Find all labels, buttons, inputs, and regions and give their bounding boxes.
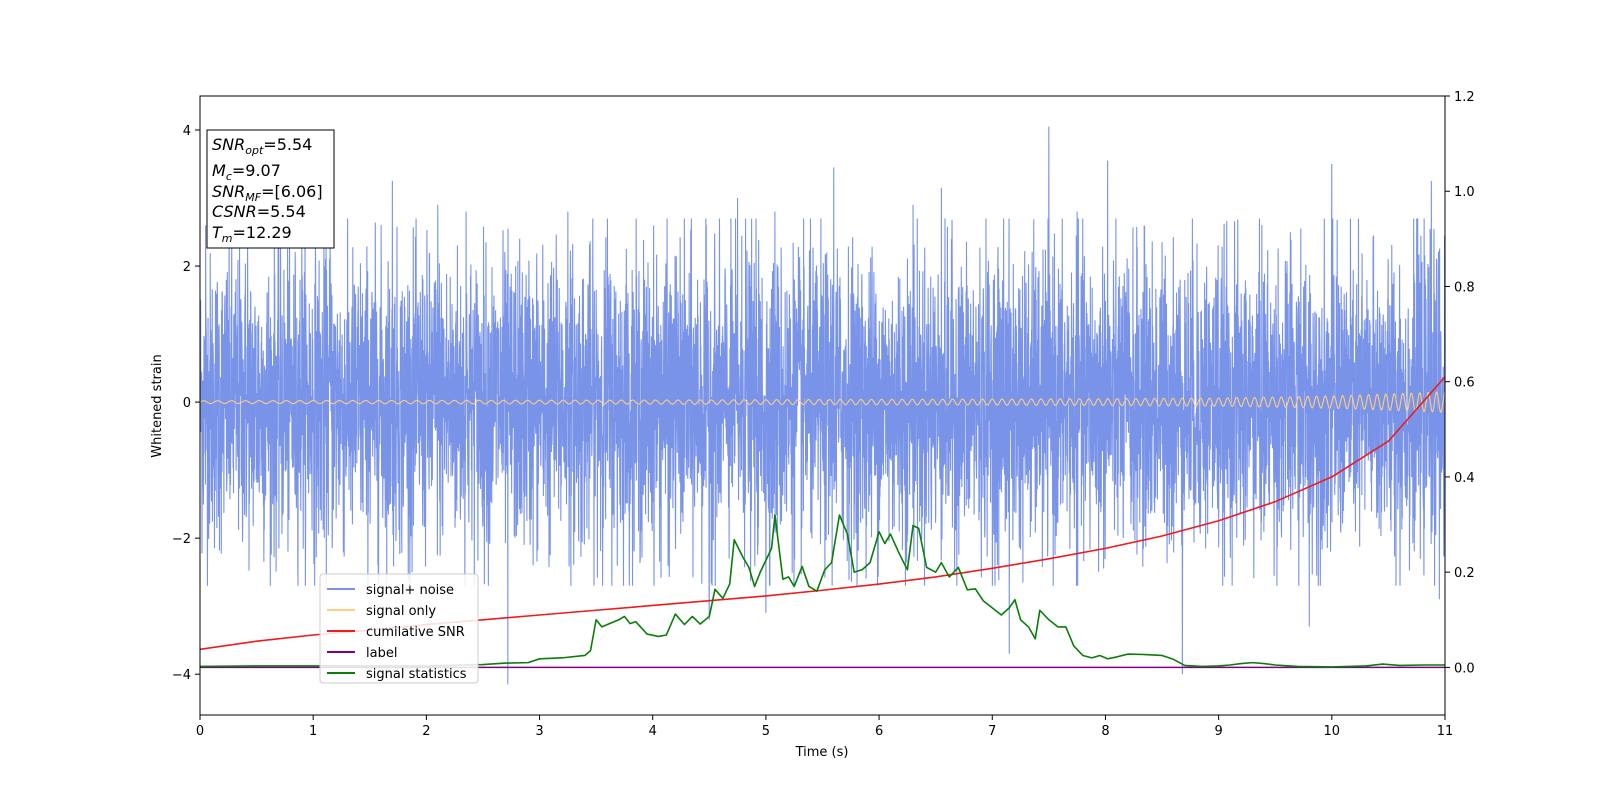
stats-annotation-symbol: CSNR <box>212 202 257 221</box>
x-tick-label: 8 <box>1101 724 1109 739</box>
series-signal-plus-noise-line <box>200 126 1445 685</box>
stats-annotation-symbol: M <box>212 161 226 180</box>
series-signal-statistics-line <box>200 514 1445 668</box>
stats-annotation-value: =[6.06] <box>261 182 323 201</box>
right-y-tick-label: 0.8 <box>1454 280 1475 295</box>
legend-label: cumilative SNR <box>366 625 465 640</box>
x-tick-label: 2 <box>422 724 430 739</box>
legend-label: label <box>366 646 397 661</box>
x-tick-label: 7 <box>988 724 996 739</box>
stats-annotation-symbol: T <box>212 223 223 242</box>
stats-annotation-symbol: SNR <box>212 135 245 154</box>
stats-annotation-subscript: opt <box>245 144 264 157</box>
x-tick-label: 1 <box>309 724 317 739</box>
legend-label: signal statistics <box>366 667 467 682</box>
x-tick-label: 5 <box>762 724 770 739</box>
right-y-tick-label: 0.4 <box>1454 471 1475 486</box>
stats-annotation-line: CSNR=5.54 <box>212 202 306 221</box>
left-y-tick-label: 0 <box>183 396 191 411</box>
stats-annotation-value: =5.54 <box>263 135 312 154</box>
legend-frame <box>319 573 479 684</box>
legend-item-signal-only: signal only <box>327 604 436 619</box>
legend-item-signal-plus-noise: signal+ noise <box>327 583 454 598</box>
legend-label: signal only <box>366 604 436 619</box>
right-y-tick-label: 0.2 <box>1454 566 1475 581</box>
left-y-tick-label: 4 <box>183 124 191 139</box>
x-tick-label: 11 <box>1437 724 1454 739</box>
stats-annotation-symbol: SNR <box>212 182 245 201</box>
legend-item-cumulative-snr: cumilative SNR <box>327 625 465 640</box>
stats-annotation-line: SNRopt=5.54 <box>212 135 312 157</box>
stats-annotation-line: SNRMF=[6.06] <box>212 182 323 204</box>
left-y-axis: 4 2 0 −2 −4 <box>172 124 200 683</box>
legend: signal+ noise signal only cumilative SNR la… <box>319 573 479 684</box>
axes-frame <box>199 95 1446 716</box>
x-axis: 0 1 2 3 4 5 6 7 8 9 10 11 <box>196 715 1453 739</box>
legend-item-label: label <box>327 646 397 661</box>
x-tick-label: 9 <box>1214 724 1222 739</box>
right-y-tick-label: 0.0 <box>1454 661 1475 676</box>
right-y-tick-label: 1.2 <box>1454 90 1475 105</box>
stats-annotation-box: SNRopt=5.54Mc=9.07SNRMF=[6.06]CSNR=5.54T… <box>206 129 335 249</box>
series-signal-only-line <box>200 391 1445 413</box>
x-tick-label: 4 <box>649 724 657 739</box>
left-y-tick-label: −2 <box>172 532 191 547</box>
legend-item-signal-statistics: signal statistics <box>327 667 467 682</box>
stats-annotation-value: =5.54 <box>257 202 306 221</box>
left-y-tick-label: 2 <box>183 260 191 275</box>
x-tick-label: 10 <box>1324 724 1341 739</box>
stats-annotation-subscript: c <box>226 170 232 183</box>
stats-annotation-line: Mc=9.07 <box>212 161 281 183</box>
stats-annotation-value: =9.07 <box>232 161 281 180</box>
right-y-tick-label: 1.0 <box>1454 185 1475 200</box>
stats-annotation-line: Tm=12.29 <box>212 223 292 245</box>
x-tick-label: 0 <box>196 724 204 739</box>
right-y-tick-label: 0.6 <box>1454 376 1475 391</box>
stats-annotation-value: =12.29 <box>233 223 292 242</box>
stats-annotation-subscript: MF <box>245 191 261 204</box>
left-y-tick-label: −4 <box>172 668 191 683</box>
legend-label: signal+ noise <box>366 583 454 598</box>
stats-annotation-subscript: m <box>222 232 233 245</box>
x-tick-label: 3 <box>535 724 543 739</box>
y-axis-label: Whitened strain <box>150 354 165 457</box>
x-axis-label: Time (s) <box>795 745 849 760</box>
right-y-axis: 1.2 1.0 0.8 0.6 0.4 0.2 0.0 <box>1445 90 1475 676</box>
stats-annotation-frame <box>206 129 335 249</box>
x-tick-label: 6 <box>875 724 883 739</box>
